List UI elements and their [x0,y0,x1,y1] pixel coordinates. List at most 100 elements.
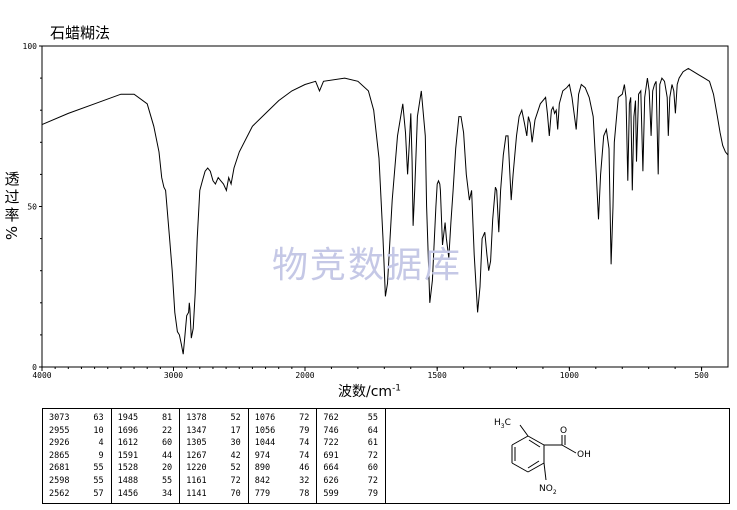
peak-wavenumber: 746 [323,425,339,436]
peak-row: 1220 52 [180,462,248,475]
peak-row: 1612 60 [112,437,180,450]
nitro-label: NO2 [539,484,557,496]
peak-row: 1696 22 [112,425,180,438]
peak-wavenumber: 1076 [254,413,276,423]
peak-row: 779 78 [249,488,317,501]
peak-wavenumber: 1267 [186,450,207,461]
x-tick-label: 500 [694,371,709,380]
molecule-structure: H3C O OH NO2 [494,418,591,496]
peak-wavenumber: 2865 [49,450,70,461]
peak-transmittance: 61 [367,438,378,449]
peak-row: 1591 44 [112,450,180,463]
peak-row: 2598 55 [43,475,111,488]
peak-column: 3073 63 2955 10 2926 4 2865 9 2681 55 2598 55 2562 57 [43,409,112,503]
peak-transmittance: 79 [367,488,378,499]
peak-row: 722 61 [317,437,385,450]
peak-wavenumber: 1305 [186,438,207,449]
peak-transmittance: 30 [230,438,241,449]
peak-wavenumber: 974 [254,450,271,461]
x-axis-ticks: 4000 3000 2000 1500 1000 500 [32,367,709,380]
peak-wavenumber: 1044 [254,438,276,449]
peak-wavenumber: 1591 [117,450,139,461]
peak-transmittance: 63 [93,413,104,423]
peak-transmittance: 22 [161,425,173,436]
peak-transmittance: 74 [299,438,310,449]
peak-wavenumber: 762 [323,413,339,423]
peak-row: 1044 74 [249,437,317,450]
hydroxyl-label: OH [577,450,591,460]
peak-row: 974 74 [249,450,317,463]
peak-row: 746 64 [317,425,385,438]
peak-wavenumber: 1056 [254,425,276,436]
peak-transmittance: 72 [230,475,241,486]
peak-transmittance: 72 [299,413,310,423]
peak-transmittance: 52 [230,413,241,423]
structure-panel: H3C O OH NO2 [386,408,730,504]
peak-wavenumber: 2681 [49,463,70,474]
peak-row: 2562 57 [43,488,111,501]
peak-column: 1378 52 1347 17 1305 30 1267 42 1220 52 1161 72 1141… [180,409,249,503]
peak-row: 1161 72 [180,475,248,488]
peak-wavenumber: 3073 [49,413,70,423]
peak-wavenumber: 626 [323,475,339,486]
chart-title: 石蜡糊法 [50,24,111,42]
x-tick-label: 1500 [428,371,447,380]
peak-transmittance: 34 [161,488,173,499]
peak-row: 599 79 [317,488,385,501]
peak-row: 1347 17 [180,425,248,438]
peak-wavenumber: 842 [254,475,271,486]
peak-row: 1076 72 [249,412,317,425]
methyl-label: H3C [494,418,511,430]
peak-row: 1945 81 [112,412,180,425]
y-label-char-1: 透 [4,170,20,188]
peak-transmittance: 55 [367,413,378,423]
peak-transmittance: 55 [161,475,173,486]
peak-row: 2926 4 [43,437,111,450]
peak-wavenumber: 2562 [49,488,70,499]
peak-wavenumber: 2955 [49,425,70,436]
peak-transmittance: 10 [93,425,104,436]
peak-wavenumber: 1378 [186,413,207,423]
peak-wavenumber: 1347 [186,425,207,436]
peak-transmittance: 42 [230,450,241,461]
y-tick-label: 100 [23,42,38,51]
y-label-char-3: 率 [4,206,20,224]
peak-row: 1378 52 [180,412,248,425]
peak-row: 2955 10 [43,425,111,438]
peak-transmittance: 44 [161,450,173,461]
peak-row: 2865 9 [43,450,111,463]
y-tick-label: 50 [27,203,37,212]
x-label-sup: -1 [392,383,402,394]
peak-wavenumber: 599 [323,488,339,499]
molecule-bonds [511,424,577,481]
peak-row: 1488 55 [112,475,180,488]
peak-row: 664 60 [317,462,385,475]
y-axis-label: 透 过 率 % [3,170,21,242]
ir-spectrum-chart: 4000 3000 2000 1500 1000 500 0 50 100 [23,42,729,380]
peak-transmittance: 79 [299,425,310,436]
peak-transmittance: 70 [230,488,241,499]
peak-row: 691 72 [317,450,385,463]
peak-row: 842 32 [249,475,317,488]
peak-transmittance: 57 [93,488,104,499]
x-tick-label: 1000 [560,371,579,380]
peak-transmittance: 20 [161,463,173,474]
y-label-char-2: 过 [4,188,20,206]
peak-wavenumber: 1696 [117,425,139,436]
peak-wavenumber: 1141 [186,488,207,499]
peak-wavenumber: 1456 [117,488,139,499]
peak-column: 762 55 746 64 722 61 691 72 664 60 626 72 599 79 [317,409,385,503]
x-axis-label: 波数/cm-1 [338,381,401,401]
peak-transmittance: 52 [230,463,241,474]
peak-transmittance: 78 [299,488,310,499]
peak-row: 1056 79 [249,425,317,438]
peak-wavenumber: 664 [323,463,339,474]
peak-wavenumber: 890 [254,463,271,474]
x-tick-label: 3000 [164,371,183,380]
peak-transmittance: 17 [230,425,241,436]
peak-column: 1945 81 1696 22 1612 60 1591 44 1528 20 1488 55 1456… [112,409,181,503]
carbonyl-oxygen-label: O [560,426,567,436]
peak-row: 2681 55 [43,462,111,475]
peak-transmittance: 60 [367,463,378,474]
peak-column: 1076 72 1056 79 1044 74 974 74 890 46 842 32 779 78 [249,409,318,503]
